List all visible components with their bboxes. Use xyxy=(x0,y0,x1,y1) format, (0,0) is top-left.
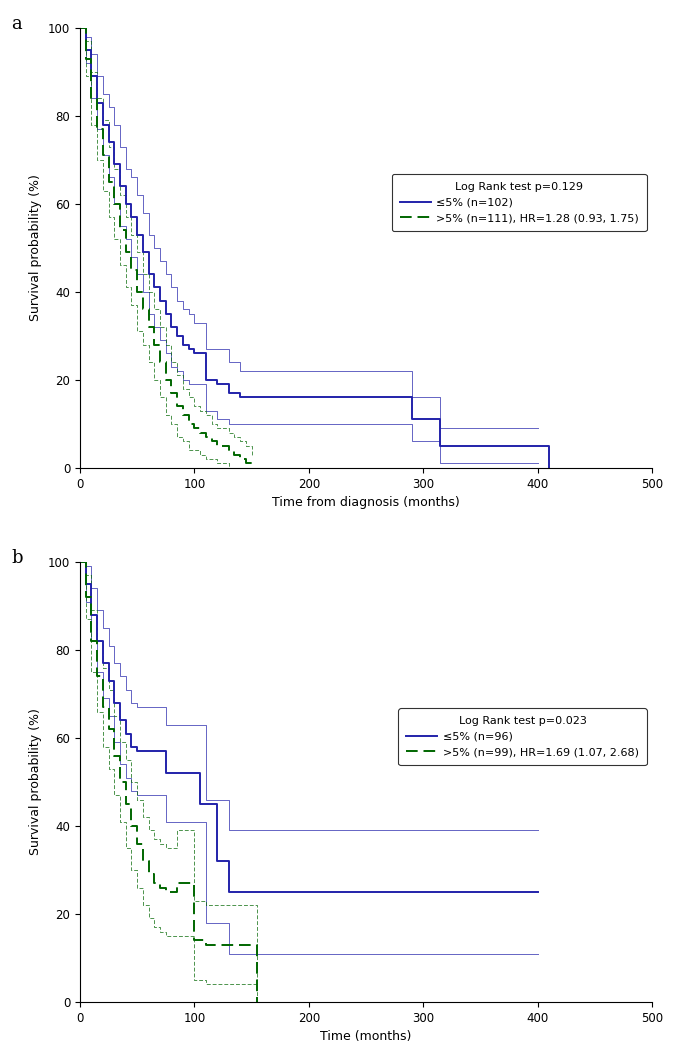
Text: a: a xyxy=(12,15,22,33)
Text: b: b xyxy=(12,549,22,567)
X-axis label: Time (months): Time (months) xyxy=(320,1030,412,1043)
X-axis label: Time from diagnosis (months): Time from diagnosis (months) xyxy=(272,496,460,509)
Legend: ≤5% (n=96), >5% (n=99), HR=1.69 (1.07, 2.68): ≤5% (n=96), >5% (n=99), HR=1.69 (1.07, 2… xyxy=(398,708,647,765)
Legend: ≤5% (n=102), >5% (n=111), HR=1.28 (0.93, 1.75): ≤5% (n=102), >5% (n=111), HR=1.28 (0.93,… xyxy=(392,174,647,231)
Y-axis label: Survival probability (%): Survival probability (%) xyxy=(29,708,42,855)
Y-axis label: Survival probability (%): Survival probability (%) xyxy=(29,175,42,321)
